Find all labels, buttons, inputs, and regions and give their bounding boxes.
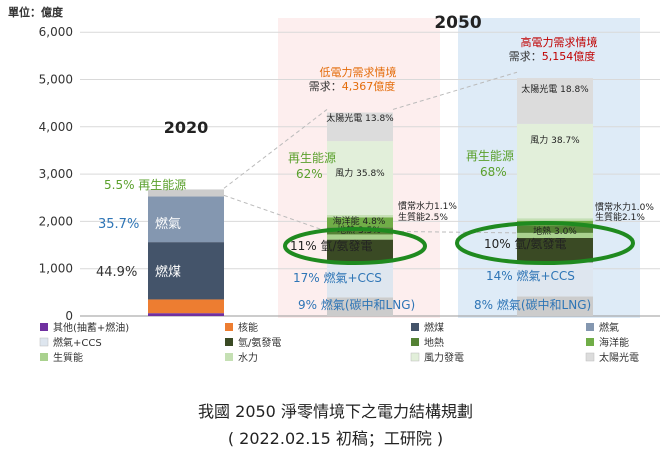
bar-segment [327,297,393,316]
legend-label: 燃氣+CCS [53,336,102,349]
legend-swatch [585,352,595,362]
legend-label: 燃煤 [424,321,444,334]
chart-caption-title: 我國 2050 淨零情境下之電力結構規劃 [198,402,473,421]
bar-segment [148,196,224,243]
low-bio-label: 生質能2.5% [398,211,448,223]
group-label-2050: 2050 [434,13,481,33]
legend-swatch [586,338,594,346]
low-demand-text: 需求：4,367億度 [309,79,396,93]
legend-label: 太陽光電 [599,351,639,364]
legend-label: 氫/氨發電 [238,336,281,349]
legend-label: 風力發電 [424,351,464,364]
gas-2020-name: 燃氣 [155,216,181,232]
legend-swatch [411,338,419,346]
legend-label: 生質能 [53,351,83,364]
gas-2020-pct: 35.7% [98,217,139,232]
legend-label: 核能 [238,321,258,334]
legend-swatch [586,323,594,331]
bar-segment [517,238,593,263]
bar-segment [517,218,593,221]
high-solar-label: 太陽光電 18.8% [521,83,589,95]
y-tick-label: 2,000 [39,214,73,228]
legend-swatch [410,352,420,362]
legend-swatch [411,323,419,331]
legend-label: 其他(抽蓄+燃油) [53,321,129,334]
legend-label: 地熱 [424,336,444,349]
bar-segment [327,141,393,216]
bar-segment [517,123,593,219]
legend-swatch [225,323,233,331]
high-hydro-label: 慣常水力1.0% [595,201,654,213]
bar-segment [327,217,393,228]
connector-line [223,109,328,189]
bar-segment [327,262,393,298]
coal-2020-pct: 44.9% [96,265,137,280]
bar-segment [327,234,393,240]
high-re-label: 再生能源 [466,149,514,163]
high-ccs-label: 14% 燃氣+CCS [486,268,575,283]
year-2020-label: 2020 [164,118,209,137]
bar-segment [517,78,593,124]
high-h2-label: 10% 氫/氨發電 [484,236,567,251]
re-2020-label: 5.5% 再生能源 [104,178,186,192]
low-re-pct: 62% [296,167,323,181]
legend-label: 燃氣 [599,321,619,334]
low-hydro-label: 慣常水力1.1% [398,200,457,212]
high-lng-label: 8% 燃氣(碳中和LNG) [474,297,591,312]
legend-swatch [39,337,49,347]
y-tick-label: 3,000 [39,167,73,181]
legend-swatch [225,338,233,346]
high-wind-label: 風力 38.7% [530,134,580,146]
low-wind-label: 風力 35.8% [335,167,385,179]
legend-label: 海洋能 [599,336,629,349]
legend-label: 水力 [238,351,258,364]
bar-segment [148,299,224,314]
bar-segment [148,189,224,197]
low-solar-label: 太陽光電 13.8% [326,112,394,124]
bar-segment [327,112,393,142]
bar-segment [327,239,393,263]
y-tick-label: 1,000 [39,262,73,276]
low-ocean-label: 海洋能 4.8% [333,215,386,227]
bar-segment [148,242,224,300]
y-tick-label: 4,000 [39,120,73,134]
bar-segment [327,215,393,218]
high-h2-highlight-ellipse [455,221,635,265]
high-demand-text: 需求：5,154億度 [509,49,596,63]
legend-swatch [225,353,233,361]
connector-line [392,71,518,110]
legend-swatch [40,353,48,361]
bar-segment [517,225,593,233]
bar-segment [517,232,593,239]
y-tick-label: 5,000 [39,73,73,87]
low-h2-label: 11% 氫/氨發電 [290,238,373,253]
legend-swatch [40,323,48,331]
low-ccs-label: 17% 燃氣+CCS [293,270,382,285]
low-scenario-title: 低電力需求情境 [320,65,397,79]
low-h2-highlight-ellipse [283,227,427,265]
high-re-pct: 68% [480,165,507,179]
chart-caption-source: ( 2022.02.15 初稿；工研院 ) [227,429,444,448]
y-tick-label: 6,000 [39,25,73,39]
bar-segment [517,296,593,316]
unit-label: 單位：億度 [8,5,64,19]
high-scenario-title: 高電力需求情境 [521,35,598,49]
y-tick-label: 0 [65,309,73,323]
high-geo-label: 地熱 3.0% [533,225,577,237]
coal-2020-name: 燃煤 [155,264,181,280]
low-re-label: 再生能源 [288,151,336,165]
low-lng-label: 9% 燃氣(碳中和LNG) [298,297,415,312]
bar-segment [517,262,593,297]
high-bio-label: 生質能2.1% [595,211,645,223]
bar-segment [148,313,224,316]
